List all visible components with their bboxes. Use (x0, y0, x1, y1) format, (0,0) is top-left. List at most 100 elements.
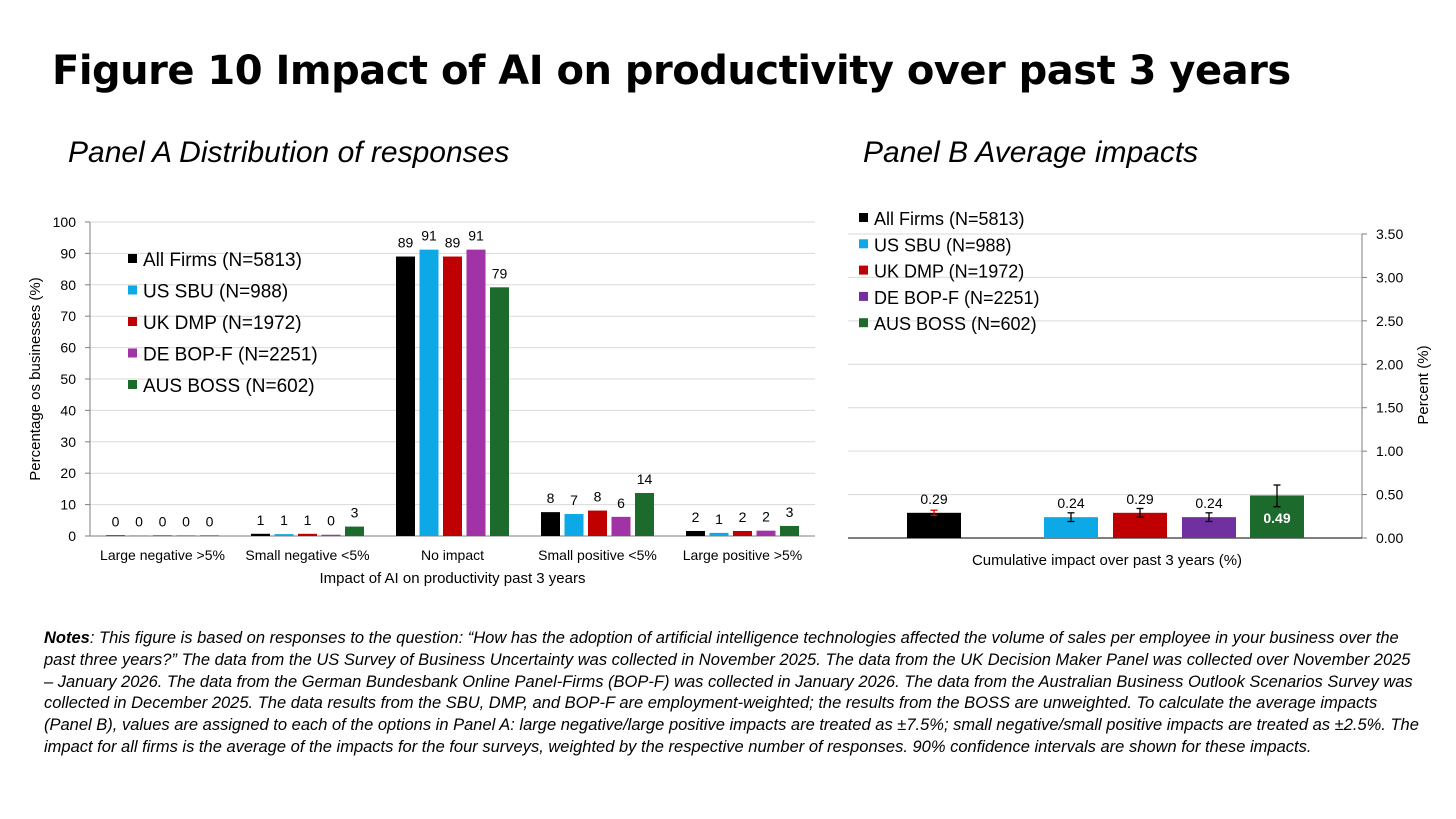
notes-label: Notes (44, 629, 90, 647)
x-axis-title: Cumulative impact over past 3 years (%) (972, 552, 1242, 569)
data-label: 2 (739, 509, 747, 525)
y-tick-label: 1.00 (1376, 443, 1403, 459)
y-tick-label: 40 (60, 402, 76, 418)
figure-title: Figure 10 Impact of AI on productivity o… (52, 48, 1291, 94)
data-label: 14 (637, 471, 653, 487)
y-tick-label: 100 (53, 214, 77, 230)
data-label: 6 (617, 495, 625, 511)
bar-us-sbu-n-988 (1044, 517, 1098, 538)
x-axis-title: Impact of AI on productivity past 3 year… (320, 570, 586, 587)
data-label: 7 (570, 492, 578, 508)
bar-aus-boss-n-602-large-positive-5 (780, 525, 799, 536)
y-tick-label: 80 (60, 277, 76, 293)
legend-label: All Firms (N=5813) (874, 209, 1025, 229)
legend-swatch (128, 317, 137, 326)
data-label: 91 (421, 228, 437, 244)
bar-uk-dmp-n-1972-small-positive-5 (588, 510, 607, 536)
figure-notes: Notes: This figure is based on responses… (44, 628, 1424, 759)
y-tick-label: 3.50 (1376, 226, 1403, 242)
y-axis-title: Percentage os businesses (%) (27, 277, 44, 480)
y-tick-label: 2.00 (1376, 356, 1403, 372)
bar-de-bop-f-n-2251-small-positive-5 (611, 516, 631, 536)
y-tick-label: 50 (60, 371, 76, 387)
bar-de-bop-f-n-2251-large-positive-5 (756, 530, 776, 536)
data-label: 1 (304, 512, 312, 528)
bar-uk-dmp-n-1972-large-negative-5 (153, 535, 172, 536)
notes-text: : This figure is based on responses to t… (44, 629, 1419, 756)
data-label: 91 (468, 228, 484, 244)
y-tick-label: 0.00 (1376, 530, 1403, 546)
data-label: 1 (257, 512, 265, 528)
bar-all-firms-n-5813 (907, 512, 961, 538)
data-label: 2 (692, 509, 700, 525)
legend-swatch (128, 348, 137, 358)
bar-all-firms-n-5813-large-positive-5 (686, 530, 705, 536)
bar-de-bop-f-n-2251 (1182, 517, 1236, 538)
data-label: 8 (547, 490, 555, 506)
bar-de-bop-f-n-2251-small-negative-5 (321, 534, 341, 536)
y-tick-label: 90 (60, 245, 76, 261)
bar-aus-boss-n-602-large-negative-5 (200, 535, 219, 536)
legend-label: AUS BOSS (N=602) (874, 314, 1037, 334)
legend-label: UK DMP (N=1972) (874, 262, 1024, 282)
legend-label: AUS BOSS (N=602) (143, 376, 315, 397)
bar-aus-boss-n-602-small-positive-5 (635, 492, 654, 536)
data-label: 89 (398, 235, 414, 251)
legend-label: UK DMP (N=1972) (143, 313, 302, 334)
bar-uk-dmp-n-1972-large-positive-5 (733, 530, 752, 536)
bar-us-sbu-n-988-large-positive-5 (709, 532, 729, 536)
data-label: 0.24 (1195, 495, 1222, 511)
panel-b-title: Panel B Average impacts (863, 136, 1199, 169)
y-tick-label: 2.50 (1376, 313, 1403, 329)
bar-uk-dmp-n-1972-no-impact (443, 256, 462, 536)
bar-all-firms-n-5813-large-negative-5 (106, 535, 125, 536)
bar-us-sbu-n-988-small-positive-5 (564, 514, 584, 536)
bar-all-firms-n-5813-small-negative-5 (251, 533, 270, 536)
x-tick-label: Large positive >5% (683, 547, 802, 563)
bar-de-bop-f-n-2251-large-negative-5 (176, 535, 196, 536)
bar-aus-boss-n-602-small-negative-5 (345, 526, 364, 536)
legend-swatch (128, 380, 137, 389)
x-tick-label: Small negative <5% (245, 547, 369, 563)
x-tick-label: Large negative >5% (100, 547, 225, 563)
legend-label: DE BOP-F (N=2251) (874, 288, 1040, 308)
legend-label: DE BOP-F (N=2251) (143, 345, 318, 366)
bar-aus-boss-n-602-no-impact (490, 287, 509, 536)
legend-swatch (859, 239, 868, 249)
y-tick-label: 3.00 (1376, 269, 1403, 285)
data-label: 0 (159, 513, 167, 529)
y-tick-label: 10 (60, 497, 76, 513)
y-tick-label: 1.50 (1376, 400, 1403, 416)
data-label: 89 (445, 235, 461, 251)
data-label: 3 (351, 505, 359, 521)
bar-all-firms-n-5813-small-positive-5 (541, 512, 560, 536)
data-label: 0.29 (920, 491, 947, 507)
bar-us-sbu-n-988-no-impact (419, 249, 439, 536)
x-tick-label: No impact (421, 547, 484, 563)
bar-us-sbu-n-988-small-negative-5 (274, 534, 294, 536)
legend-swatch (128, 254, 137, 263)
legend-label: All Firms (N=5813) (143, 250, 302, 271)
data-label: 1 (280, 512, 288, 528)
data-label: 0 (112, 513, 120, 529)
legend-label: US SBU (N=988) (143, 282, 288, 303)
data-label: 79 (492, 265, 508, 281)
legend-swatch (128, 285, 137, 295)
bar-uk-dmp-n-1972-small-negative-5 (298, 533, 317, 536)
legend-swatch (859, 213, 868, 222)
data-label: 0.29 (1126, 491, 1153, 507)
data-label: 0 (206, 513, 214, 529)
data-label: 0.24 (1057, 495, 1084, 511)
x-tick-label: Small positive <5% (538, 547, 657, 563)
data-label: 3 (786, 504, 794, 520)
y-tick-label: 70 (60, 308, 76, 324)
legend-swatch (859, 318, 868, 328)
legend-swatch (859, 265, 868, 275)
data-label: 0.49 (1263, 510, 1290, 526)
y-tick-label: 20 (60, 465, 76, 481)
data-label: 0 (327, 513, 335, 529)
data-label: 0 (135, 513, 143, 529)
y-axis-title: Percent (%) (1415, 345, 1432, 424)
panel-a-title: Panel A Distribution of responses (68, 136, 510, 169)
